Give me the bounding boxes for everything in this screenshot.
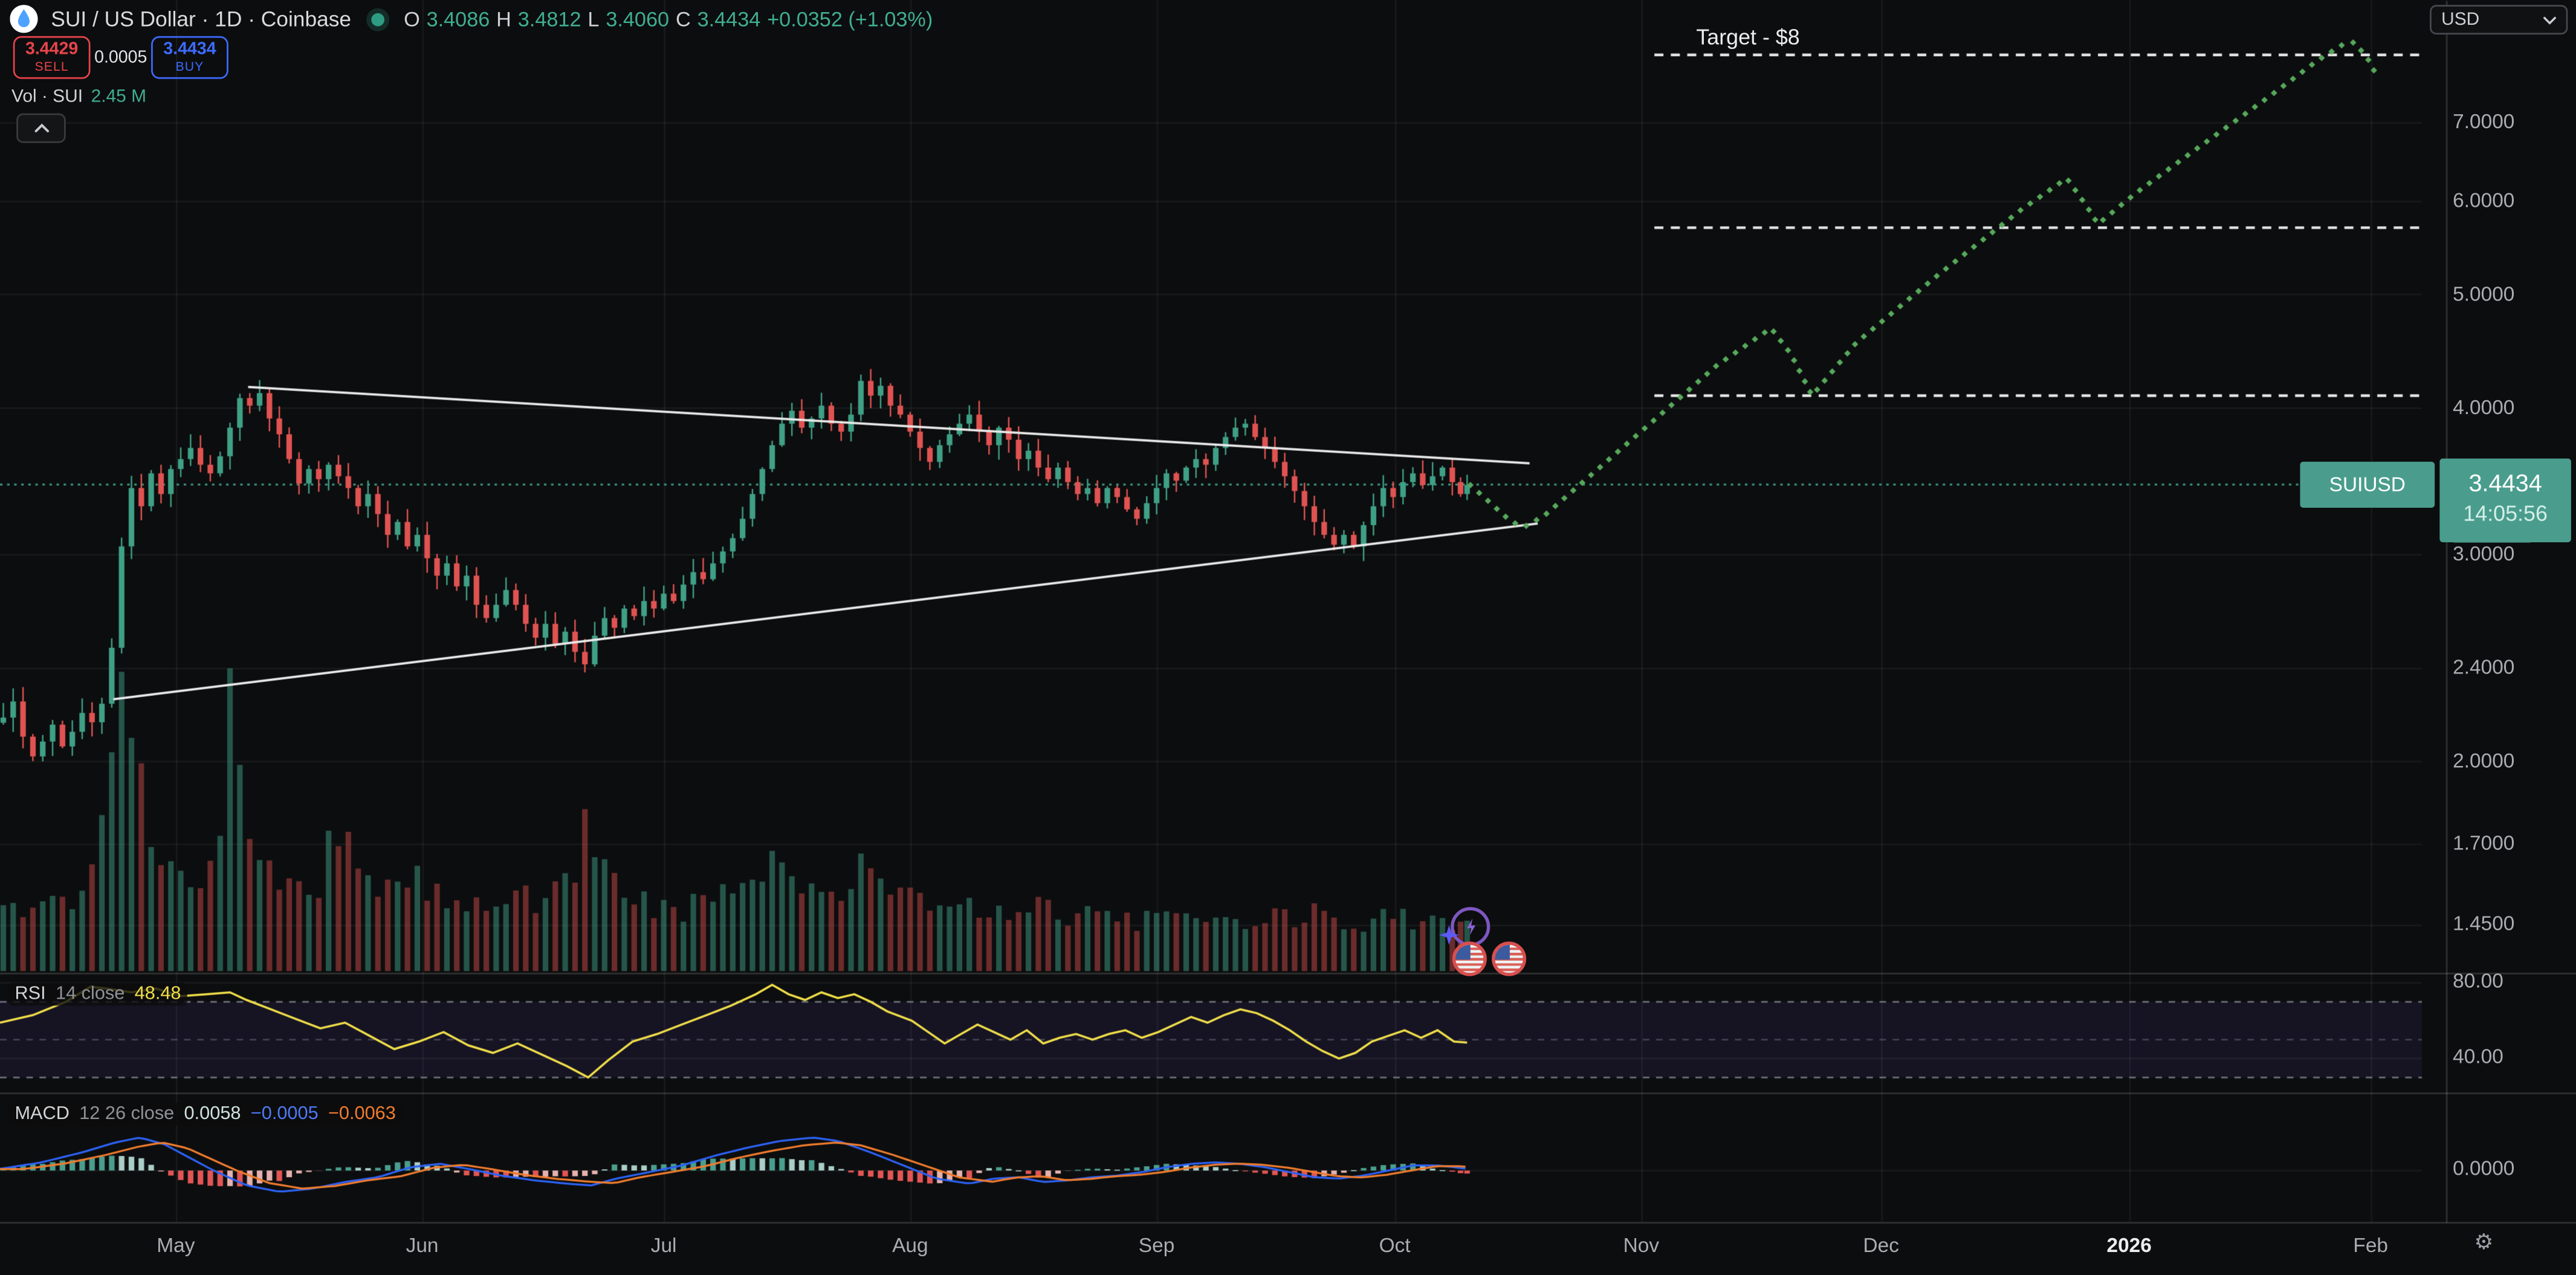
time-scale-axis[interactable]: May Jun Jul Aug Sep Oct Nov Dec 2026 Feb xyxy=(0,1221,2576,1275)
time-axis-label: Nov xyxy=(1623,1234,1660,1257)
rsi-legend[interactable]: RSI 14 close 48.48 xyxy=(8,982,188,1006)
trade-widget: 3.4429 SELL 0.0005 3.4434 BUY xyxy=(13,36,228,79)
us-flag-event-icon[interactable] xyxy=(1492,941,1527,976)
low-label: L xyxy=(587,7,600,31)
price-tick-label: 7.0000 xyxy=(2453,110,2515,134)
market-status-icon[interactable] xyxy=(371,12,384,26)
sell-button[interactable]: 3.4429 SELL xyxy=(13,36,91,79)
sui-logo-icon[interactable] xyxy=(10,5,38,33)
chevron-up-icon xyxy=(34,123,48,132)
symbol-header: SUI / US Dollar · 1D · Coinbase O 3.4086… xyxy=(10,5,933,33)
close-label: C xyxy=(675,7,691,31)
open-value: 3.4086 xyxy=(426,7,490,31)
collapse-legend-button[interactable] xyxy=(16,113,66,143)
time-axis-label: Feb xyxy=(2353,1234,2389,1257)
sell-price: 3.4429 xyxy=(25,39,79,59)
rsi-value: 48.48 xyxy=(134,984,181,1004)
price-tick-label: 4.0000 xyxy=(2453,395,2515,419)
sell-label: SELL xyxy=(34,59,69,75)
currency-value: USD xyxy=(2441,10,2480,30)
time-axis-label: 2026 xyxy=(2106,1234,2152,1257)
us-flag-event-icon[interactable] xyxy=(1452,941,1487,976)
price-chip-value: 3.4434 xyxy=(2468,472,2542,498)
scale-settings-gear-icon[interactable]: ⚙ xyxy=(2474,1229,2494,1254)
spread-value: 0.0005 xyxy=(94,47,147,68)
time-axis-label: Dec xyxy=(1863,1234,1899,1257)
macd-signal-value: −0.0005 xyxy=(250,1104,319,1124)
rsi-params: 14 close xyxy=(55,984,125,1004)
chart-event-icons xyxy=(1439,904,1538,978)
rsi-title: RSI xyxy=(15,984,46,1004)
price-tick-label: 6.0000 xyxy=(2453,189,2515,212)
price-chip: 3.4434 14:05:56 xyxy=(2439,458,2571,542)
price-tick-label: 2.4000 xyxy=(2453,655,2515,679)
change-value: +0.0352 (+1.03%) xyxy=(767,7,933,31)
price-tick-label: 1.4500 xyxy=(2453,912,2515,936)
buy-button[interactable]: 3.4434 BUY xyxy=(151,36,228,79)
rsi-tick-label: 80.00 xyxy=(2453,970,2503,993)
low-value: 3.4060 xyxy=(606,7,670,31)
currency-dropdown[interactable]: USD xyxy=(2430,5,2568,35)
time-axis-label: Sep xyxy=(1138,1234,1175,1257)
macd-legend[interactable]: MACD 12 26 close 0.0058 −0.0005 −0.0063 xyxy=(8,1102,403,1126)
volume-label: Vol · SUI xyxy=(11,87,83,107)
time-axis-label: Oct xyxy=(1379,1234,1411,1257)
buy-label: BUY xyxy=(175,59,204,75)
symbol-title[interactable]: SUI / US Dollar · 1D · Coinbase xyxy=(51,6,352,31)
chevron-down-icon xyxy=(2543,16,2556,24)
macd-params: 12 26 close xyxy=(79,1104,175,1124)
price-tick-label: 1.7000 xyxy=(2453,831,2515,855)
time-axis-label: Jul xyxy=(650,1234,677,1257)
macd-title: MACD xyxy=(15,1104,70,1124)
price-chip-symbol: SUIUSD xyxy=(2300,461,2435,508)
time-axis-label: Aug xyxy=(892,1234,928,1257)
high-label: H xyxy=(496,7,511,31)
macd-tick-label: 0.0000 xyxy=(2453,1157,2515,1181)
high-value: 3.4812 xyxy=(517,7,581,31)
price-scale-axis[interactable] xyxy=(2448,0,2576,1221)
rsi-tick-label: 40.00 xyxy=(2453,1045,2503,1069)
time-axis-label: Jun xyxy=(406,1234,439,1257)
price-tick-label: 2.0000 xyxy=(2453,748,2515,772)
volume-value: 2.45 M xyxy=(91,87,147,107)
target-annotation[interactable]: Target - $8 xyxy=(1696,24,1800,50)
volume-legend: Vol · SUI 2.45 M xyxy=(11,87,146,107)
buy-price: 3.4434 xyxy=(163,39,216,59)
price-tick-label: 3.0000 xyxy=(2453,542,2515,565)
sparkle-icon xyxy=(1439,925,1459,945)
macd-hist-value: −0.0063 xyxy=(328,1104,396,1124)
macd-value: 0.0058 xyxy=(184,1104,241,1124)
time-axis-label: May xyxy=(157,1234,195,1257)
close-value: 3.4434 xyxy=(697,7,761,31)
price-tick-label: 5.0000 xyxy=(2453,282,2515,305)
open-label: O xyxy=(404,7,420,31)
price-chip-countdown: 14:05:56 xyxy=(2463,502,2548,527)
ohlc-readout: O 3.4086 H 3.4812 L 3.4060 C 3.4434 +0.0… xyxy=(404,7,933,30)
